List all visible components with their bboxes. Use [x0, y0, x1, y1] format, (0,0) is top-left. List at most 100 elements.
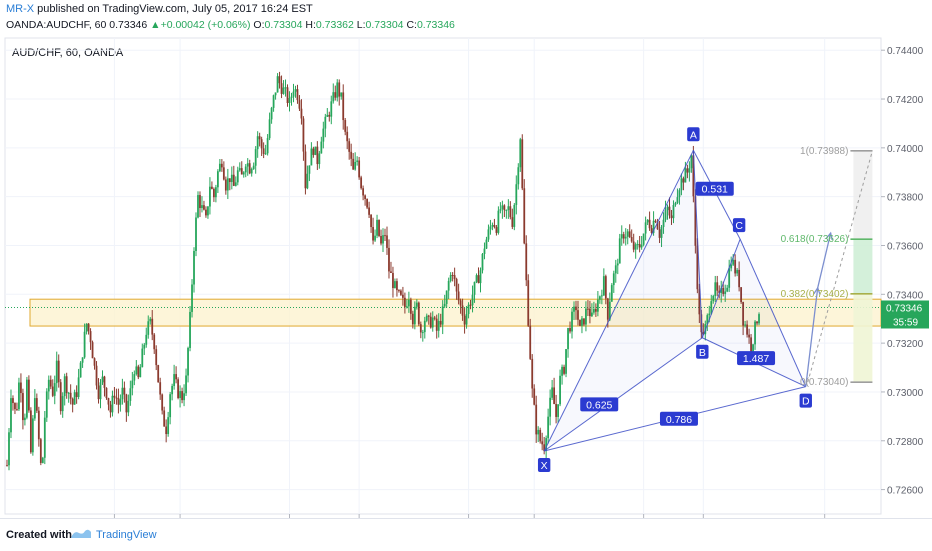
- candle-body[interactable]: [89, 331, 92, 343]
- candle-body[interactable]: [65, 376, 68, 394]
- candle-body[interactable]: [441, 306, 444, 325]
- candle-body[interactable]: [53, 383, 56, 396]
- candle-body[interactable]: [6, 465, 8, 467]
- candle-body[interactable]: [547, 416, 550, 439]
- candle-body[interactable]: [463, 315, 466, 325]
- candle-body[interactable]: [272, 95, 275, 108]
- candle-body[interactable]: [710, 301, 713, 314]
- candle-body[interactable]: [746, 324, 748, 335]
- projection-arrow-2[interactable]: [817, 232, 832, 288]
- candle-body[interactable]: [642, 233, 645, 245]
- candle-body[interactable]: [421, 332, 424, 334]
- candle-body[interactable]: [161, 394, 164, 411]
- candle-body[interactable]: [592, 309, 595, 313]
- candle-body[interactable]: [579, 319, 581, 326]
- candle-body[interactable]: [296, 89, 299, 101]
- candle-body[interactable]: [290, 96, 293, 98]
- candle-body[interactable]: [304, 151, 307, 189]
- candle-body[interactable]: [427, 315, 430, 317]
- candle-body[interactable]: [503, 205, 506, 211]
- candle-body[interactable]: [688, 168, 691, 173]
- candle-body[interactable]: [744, 324, 746, 326]
- candle-body[interactable]: [382, 235, 384, 244]
- candle-body[interactable]: [384, 235, 386, 237]
- candle-body[interactable]: [505, 209, 508, 211]
- candle-body[interactable]: [139, 367, 142, 378]
- candle-body[interactable]: [386, 235, 388, 248]
- candle-body[interactable]: [680, 178, 683, 191]
- candle-body[interactable]: [57, 360, 60, 383]
- candle-body[interactable]: [33, 398, 36, 419]
- candle-body[interactable]: [292, 91, 295, 97]
- candle-body[interactable]: [575, 306, 577, 311]
- candle-body[interactable]: [346, 131, 349, 142]
- candle-body[interactable]: [286, 87, 289, 103]
- candle-body[interactable]: [99, 382, 102, 400]
- candle-body[interactable]: [445, 290, 448, 304]
- candle-body[interactable]: [449, 274, 452, 281]
- candle-body[interactable]: [181, 391, 183, 401]
- candle-body[interactable]: [583, 318, 585, 325]
- candle-body[interactable]: [37, 410, 40, 440]
- candle-body[interactable]: [131, 380, 134, 389]
- candle-body[interactable]: [177, 379, 179, 399]
- candle-body[interactable]: [712, 295, 715, 302]
- candle-body[interactable]: [738, 269, 741, 288]
- candle-body[interactable]: [288, 97, 291, 103]
- candle-body[interactable]: [101, 376, 104, 383]
- candle-body[interactable]: [300, 108, 303, 119]
- candle-body[interactable]: [423, 320, 426, 333]
- candle-body[interactable]: [117, 398, 120, 405]
- candle-body[interactable]: [726, 287, 729, 292]
- candle-body[interactable]: [97, 385, 100, 400]
- candle-body[interactable]: [660, 226, 663, 238]
- candle-body[interactable]: [402, 294, 404, 298]
- candle-body[interactable]: [646, 219, 649, 223]
- candle-body[interactable]: [179, 391, 181, 399]
- candle-body[interactable]: [692, 155, 695, 197]
- candle-body[interactable]: [155, 349, 158, 366]
- candle-body[interactable]: [35, 398, 38, 411]
- candle-body[interactable]: [644, 222, 647, 234]
- candle-body[interactable]: [682, 178, 685, 183]
- candle-body[interactable]: [501, 205, 504, 210]
- candle-body[interactable]: [222, 167, 225, 180]
- candle-body[interactable]: [274, 92, 277, 96]
- candle-body[interactable]: [706, 315, 709, 325]
- candle-body[interactable]: [121, 387, 124, 400]
- candle-body[interactable]: [85, 323, 88, 332]
- candle-body[interactable]: [513, 204, 516, 227]
- candle-body[interactable]: [322, 128, 325, 142]
- candle-body[interactable]: [173, 374, 176, 386]
- candle-body[interactable]: [230, 174, 233, 183]
- candle-body[interactable]: [45, 391, 48, 418]
- candle-body[interactable]: [218, 163, 221, 172]
- candle-body[interactable]: [694, 196, 697, 246]
- candle-body[interactable]: [270, 107, 273, 120]
- candle-body[interactable]: [656, 221, 659, 230]
- candle-body[interactable]: [457, 291, 460, 301]
- candle-body[interactable]: [334, 92, 337, 98]
- candle-body[interactable]: [491, 224, 494, 227]
- candle-body[interactable]: [394, 281, 396, 289]
- candle-body[interactable]: [163, 410, 166, 427]
- tradingview-brand[interactable]: TradingView: [96, 529, 157, 541]
- candle-body[interactable]: [232, 174, 235, 186]
- candle-body[interactable]: [475, 275, 478, 282]
- candle-body[interactable]: [14, 403, 16, 410]
- candle-body[interactable]: [41, 457, 44, 463]
- candle-body[interactable]: [740, 287, 743, 303]
- candle-body[interactable]: [27, 379, 30, 411]
- candle-body[interactable]: [539, 429, 542, 442]
- candle-body[interactable]: [248, 163, 251, 174]
- candle-body[interactable]: [268, 119, 271, 139]
- candle-body[interactable]: [254, 149, 257, 166]
- candle-body[interactable]: [485, 239, 488, 249]
- candle-body[interactable]: [465, 314, 468, 325]
- candle-body[interactable]: [145, 334, 148, 345]
- candle-body[interactable]: [732, 259, 735, 265]
- candle-body[interactable]: [696, 245, 699, 290]
- candle-body[interactable]: [318, 153, 321, 165]
- candle-body[interactable]: [151, 318, 154, 335]
- candle-body[interactable]: [260, 139, 263, 149]
